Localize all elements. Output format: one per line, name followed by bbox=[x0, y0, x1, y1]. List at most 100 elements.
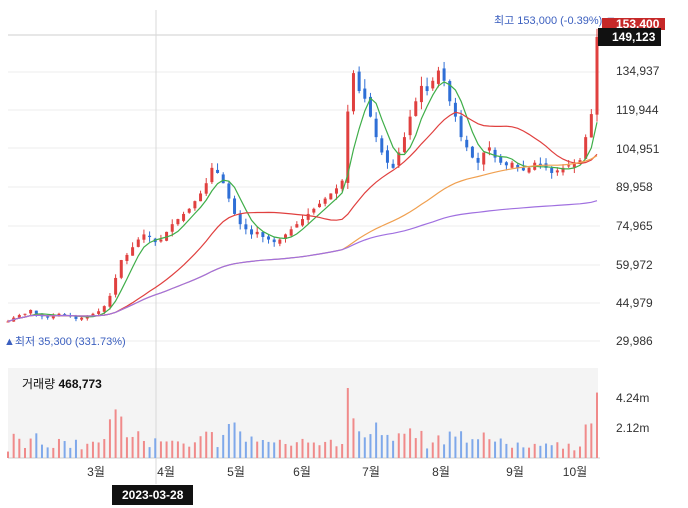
volume-bar bbox=[556, 442, 559, 458]
volume-bar bbox=[346, 388, 349, 458]
volume-bar bbox=[335, 446, 338, 458]
candle-body bbox=[374, 118, 378, 138]
volume-bar bbox=[69, 447, 72, 458]
candle-body bbox=[227, 183, 231, 199]
volume-bar bbox=[420, 430, 423, 458]
candle-body bbox=[561, 167, 565, 173]
volume-title: 거래량 468,773 bbox=[22, 377, 102, 391]
candle-body bbox=[351, 73, 355, 112]
volume-bar bbox=[488, 439, 491, 458]
candle-body bbox=[176, 219, 180, 225]
candle-body bbox=[516, 164, 520, 168]
candle-body bbox=[295, 224, 299, 228]
candle-body bbox=[97, 311, 101, 314]
volume-bar bbox=[125, 437, 128, 458]
volume-bar bbox=[80, 449, 83, 458]
candle-body bbox=[289, 229, 293, 236]
candle-body bbox=[244, 224, 248, 230]
volume-tick-label: 4.24m bbox=[616, 391, 650, 405]
month-label: 7월 bbox=[362, 465, 380, 479]
volume-bar bbox=[397, 433, 400, 458]
candle-body bbox=[368, 96, 372, 117]
candle-body bbox=[538, 163, 542, 166]
candle-body bbox=[204, 183, 208, 194]
volume-bar bbox=[584, 424, 587, 458]
volume-bar bbox=[137, 431, 140, 458]
month-label: 9월 bbox=[506, 465, 524, 479]
volume-bar bbox=[244, 441, 247, 458]
candle-body bbox=[476, 157, 480, 163]
candle-body bbox=[487, 147, 491, 151]
volume-bar bbox=[567, 443, 570, 458]
candle-body bbox=[301, 219, 304, 226]
candle-body bbox=[414, 101, 418, 116]
high-price-marker: 153,400 bbox=[602, 18, 666, 30]
volume-bar bbox=[539, 445, 542, 458]
candle-body bbox=[340, 180, 344, 189]
volume-bar bbox=[40, 444, 43, 458]
volume-bar bbox=[261, 439, 264, 458]
month-label: 6월 bbox=[293, 465, 311, 479]
low-price-note: ▲최저 35,300 (331.73%) bbox=[4, 336, 126, 348]
volume-bar bbox=[114, 409, 117, 458]
month-label: 5월 bbox=[227, 465, 245, 479]
volume-bar bbox=[210, 432, 213, 458]
volume-bar bbox=[171, 440, 174, 458]
volume-bar bbox=[273, 442, 276, 458]
volume-bar bbox=[460, 431, 463, 458]
month-label: 8월 bbox=[432, 465, 450, 479]
volume-bar bbox=[57, 438, 60, 458]
candle-body bbox=[312, 208, 316, 213]
volume-bar bbox=[86, 443, 89, 458]
candle-body bbox=[317, 203, 321, 208]
candle-body bbox=[142, 234, 146, 240]
volume-bar bbox=[290, 445, 293, 458]
candle-body bbox=[504, 162, 508, 166]
candle-body bbox=[572, 162, 576, 168]
candle-body bbox=[148, 235, 152, 237]
candle-body bbox=[250, 229, 254, 235]
volume-bar bbox=[375, 422, 378, 458]
candle-body bbox=[482, 152, 486, 165]
volume-bar bbox=[545, 443, 548, 458]
price-tick-label: 59,972 bbox=[616, 258, 653, 272]
volume-bar bbox=[494, 441, 497, 458]
candle-body bbox=[80, 317, 84, 320]
candle-body bbox=[334, 188, 338, 194]
candle-body bbox=[521, 167, 525, 171]
candle-body bbox=[187, 208, 191, 213]
volume-bar bbox=[35, 433, 38, 458]
volume-bar bbox=[193, 442, 196, 458]
volume-bar bbox=[426, 448, 429, 458]
candle-body bbox=[419, 85, 423, 103]
volume-bar bbox=[159, 441, 162, 458]
candle-body bbox=[51, 316, 55, 319]
volume-bar bbox=[528, 447, 531, 458]
candle-body bbox=[199, 193, 203, 202]
volume-bar bbox=[63, 441, 66, 458]
candle-body bbox=[102, 306, 106, 312]
candle-body bbox=[391, 163, 395, 168]
volume-bar bbox=[182, 443, 185, 458]
volume-bar bbox=[199, 436, 202, 458]
price-tick-label: 89,958 bbox=[616, 180, 653, 194]
volume-bar bbox=[205, 431, 208, 458]
candle-body bbox=[357, 71, 361, 92]
candle-body bbox=[17, 315, 21, 318]
volume-bar bbox=[97, 442, 100, 458]
candle-body bbox=[306, 213, 310, 220]
volume-bar bbox=[233, 422, 236, 458]
candle-body bbox=[136, 239, 140, 247]
candle-body bbox=[493, 149, 497, 158]
candle-body bbox=[272, 239, 276, 243]
volume-bar bbox=[482, 432, 485, 458]
month-label: 10월 bbox=[562, 465, 588, 479]
volume-bar bbox=[358, 431, 361, 458]
candle-body bbox=[578, 160, 582, 164]
volume-bar bbox=[590, 423, 593, 458]
high-price-note: 최고 153,000 (-0.39%) ▼ bbox=[494, 15, 617, 27]
candle-body bbox=[210, 167, 214, 183]
candle-body bbox=[470, 146, 474, 158]
candle-body bbox=[459, 116, 463, 138]
